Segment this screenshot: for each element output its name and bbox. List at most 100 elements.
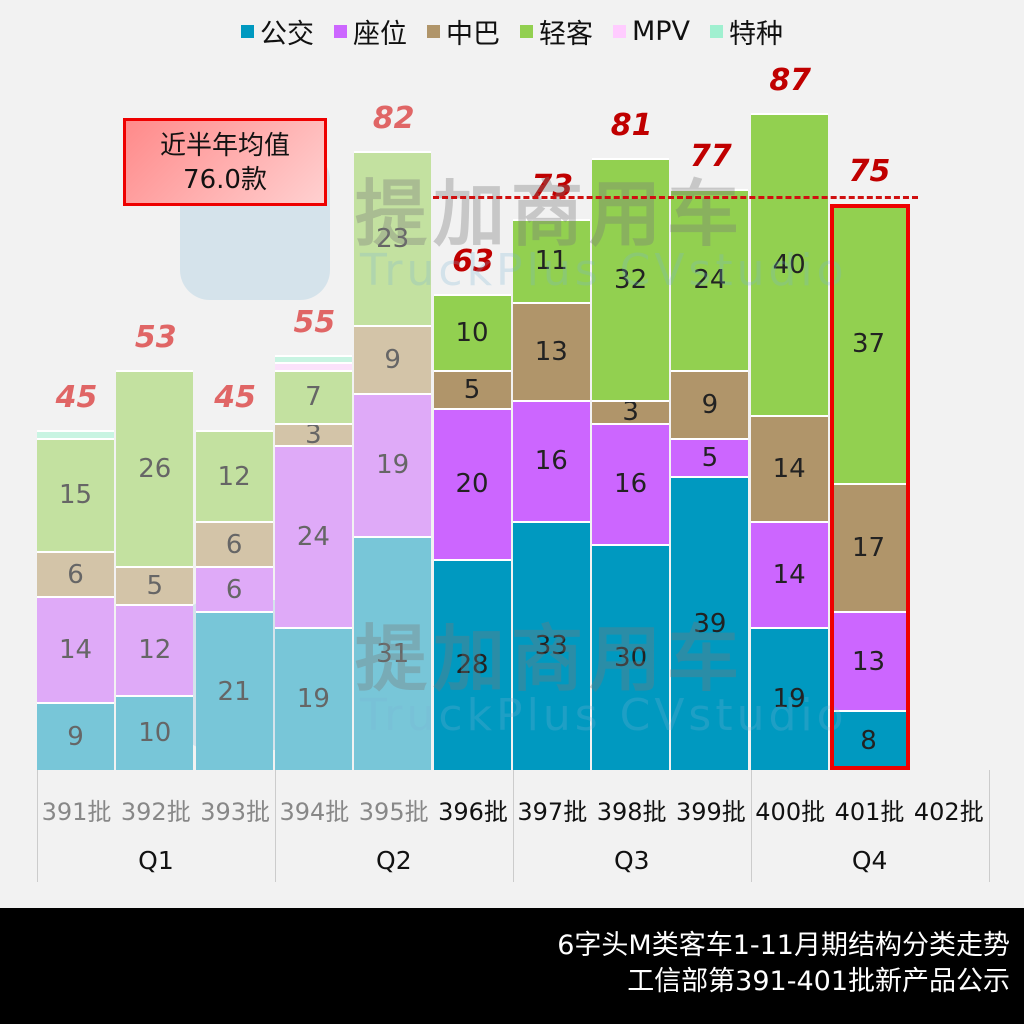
legend-label: MPV [631,16,691,47]
bar-396批: 28 20 5 10 [433,294,511,770]
bar-segment-公交: 30 [592,543,670,770]
bar-400批: 19 14 14 40 [750,113,828,770]
bar-segment-轻客: 23 [354,150,432,325]
bar-segment-中巴: 6 [195,520,273,567]
x-tick-label: 399批 [675,798,746,826]
bar-399批: 39 5 9 24 [671,188,749,770]
bar-segment-座位: 14 [37,596,114,703]
bar-segment-中巴: 17 [830,483,907,612]
bar-segment-MPV [274,362,352,370]
x-axis: 391批 392批 393批 394批 395批 396批 397批 398批 399批 400批… [37,770,990,882]
bar-segment-公交: 28 [433,558,511,770]
bar-398批: 30 16 3 32 [592,158,670,770]
bar-segment-中巴: 5 [433,369,511,408]
bar-segment-公交: 19 [750,626,828,770]
legend-item: 公交 [240,12,314,51]
bar-segment-特种 [274,354,352,363]
bar-segment-公交: 39 [671,475,749,770]
bar-segment-公交: 8 [830,709,907,770]
legend-label: 轻客 [538,19,593,50]
bar-segment-座位: 16 [592,422,670,544]
bar-segment-中巴: 6 [37,551,114,597]
x-tick-label: 391批 [41,798,112,826]
bar-394批: 19 24 3 7 [274,354,352,770]
bar-segment-轻客: 12 [195,430,273,521]
bar-segment-中巴: 14 [750,415,828,521]
bar-segment-中巴: 5 [116,566,194,604]
bar-segment-轻客: 15 [37,437,114,552]
bar-segment-公交: 19 [274,626,352,770]
bar-segment-座位: 24 [274,445,352,627]
bar-397批: 33 16 13 11 [512,218,590,770]
x-tick-label: 398批 [596,798,667,826]
bar-segment-特种 [37,430,114,438]
group-divider [274,770,276,882]
bar-segment-公交: 21 [195,611,273,770]
quarter-label: Q4 [851,846,888,875]
bar-segment-座位: 12 [116,603,194,695]
bar-401批: 8 13 17 37 [830,203,907,770]
bar-segment-公交: 9 [37,702,114,770]
legend-item: 中巴 [426,12,500,51]
bar-segment-轻客: 40 [750,113,828,416]
average-callout: 近半年均值 76.0款 [123,118,327,206]
bar-segment-座位: 19 [354,392,432,536]
bar-total-label: 53 [134,319,177,355]
legend-label: 中巴 [445,19,500,50]
x-tick-label: 400批 [755,798,826,826]
group-divider [37,770,38,882]
x-tick-label: 397批 [517,798,588,826]
x-tick-label: 393批 [200,798,270,826]
bar-segment-轻客: 26 [116,369,194,567]
bar-segment-中巴: 3 [274,422,352,446]
x-tick-label: 402批 [913,798,984,826]
bar-total-label: 75 [848,153,891,189]
bar-segment-座位: 13 [830,611,907,710]
footer-caption: 6字头M类客车1-11月期结构分类走势 工信部第391-401批新产品公示 [0,908,1024,1024]
bar-392批: 10 12 5 26 [116,369,194,770]
average-label: 近半年均值 [159,131,290,161]
bar-segment-座位: 20 [433,407,511,559]
bar-total-label: 45 [55,380,98,416]
legend-swatch-icon [333,25,347,38]
bar-segment-座位: 6 [195,566,273,612]
bar-total-label: 63 [452,244,494,280]
bar-segment-中巴: 3 [592,400,670,423]
chart-legend: 公交 座位 中巴 轻客 MPV 特种 [0,12,1024,51]
bar-total-label: 45 [214,380,256,416]
bar-total-label: 77 [690,138,732,174]
bar-391批: 9 14 6 15 [37,430,114,770]
bar-total-label: 81 [610,108,653,144]
bar-total-label: 82 [372,100,415,136]
legend-swatch-icon [240,25,254,38]
bar-segment-座位: 16 [512,400,590,521]
quarter-label: Q1 [138,846,174,875]
bar-segment-轻客: 24 [671,188,749,370]
bar-segment-轻客: 32 [592,158,670,401]
legend-item: 座位 [333,12,407,51]
legend-item: MPV [612,12,691,51]
bar-segment-中巴: 13 [512,301,590,401]
legend-swatch-icon [426,25,440,38]
legend-swatch-icon [519,25,533,38]
x-tick-label: 395批 [358,798,429,826]
bar-segment-公交: 31 [354,535,432,770]
group-divider [750,770,752,882]
legend-label: 特种 [729,19,784,50]
bar-393批: 21 6 6 12 [195,430,273,770]
legend-label: 座位 [352,19,407,50]
bar-segment-轻客: 10 [433,294,511,370]
bar-395批: 31 19 9 23 [354,150,432,770]
x-tick-label: 401批 [834,798,905,826]
bar-segment-轻客: 37 [830,203,907,484]
bar-segment-座位: 14 [750,520,828,627]
bar-total-label: 55 [293,304,336,340]
average-value: 76.0款 [183,165,267,195]
bar-segment-座位: 5 [671,437,749,476]
quarter-label: Q3 [613,846,650,875]
legend-item: 轻客 [519,12,593,51]
x-tick-label: 392批 [120,798,191,826]
legend-item: 特种 [710,12,783,51]
group-divider [988,770,990,882]
legend-swatch-icon [710,25,724,38]
